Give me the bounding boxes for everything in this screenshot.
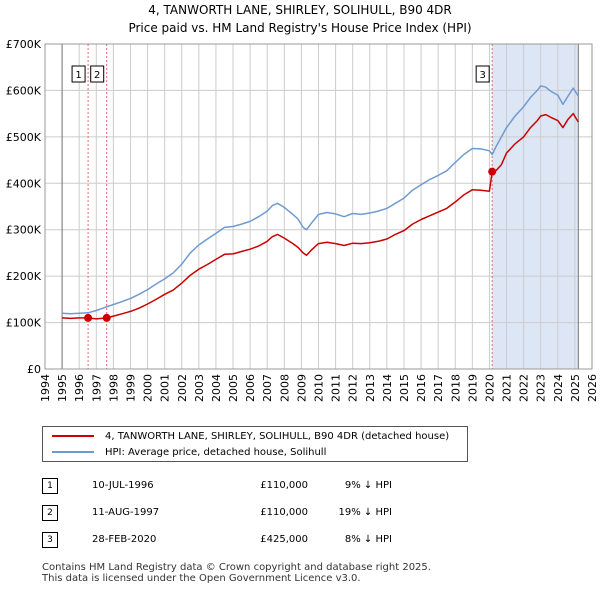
y-tick-label: £300K (6, 224, 42, 237)
x-tick-label: 1999 (124, 374, 137, 402)
sale-marker-badge: 2 (42, 504, 58, 521)
legend-item-property: 4, TANWORTH LANE, SHIRLEY, SOLIHULL, B90… (43, 429, 449, 443)
legend-swatch-hpi (52, 451, 94, 453)
sale-label-box (90, 65, 105, 83)
y-tick-label: £100K (6, 317, 42, 330)
legend: 4, TANWORTH LANE, SHIRLEY, SOLIHULL, B90… (42, 426, 468, 462)
x-tick-label: 2006 (244, 374, 257, 402)
footer-line-2: This data is licensed under the Open Gov… (42, 573, 361, 584)
sale-label-box (71, 65, 86, 83)
footer: Contains HM Land Registry data © Crown c… (42, 562, 431, 584)
x-tick-label: 2024 (552, 374, 565, 402)
x-tick-label: 1996 (73, 374, 86, 402)
x-tick-label: 2000 (142, 374, 155, 402)
legend-label-hpi: HPI: Average price, detached house, Soli… (105, 446, 327, 458)
sale-date: 11-AUG-1997 (92, 507, 160, 518)
x-tick-label: 2015 (398, 374, 411, 402)
sales-table: 1 10-JUL-1996 £110,000 9% ↓ HPI 2 11-AUG… (42, 472, 392, 553)
x-tick-label: 2001 (159, 374, 172, 402)
x-tick-label: 2013 (364, 374, 377, 402)
y-tick-label: £400K (6, 177, 42, 190)
title-line-1: 4, TANWORTH LANE, SHIRLEY, SOLIHULL, B90… (148, 3, 452, 17)
y-tick-label: £600K (6, 84, 42, 97)
sale-point (102, 313, 111, 322)
x-tick-label: 1995 (56, 374, 69, 402)
sale-price: £110,000 (260, 507, 308, 518)
sale-point (488, 167, 497, 176)
x-tick-label: 2017 (432, 374, 445, 402)
x-tick-label: 2002 (176, 374, 189, 402)
hpi-series-line (62, 85, 579, 315)
sale-date: 28-FEB-2020 (92, 534, 157, 545)
sale-price: £110,000 (260, 480, 308, 491)
sale-hpi-diff: 8% ↓ HPI (344, 534, 392, 545)
x-tick-label: 2020 (483, 374, 496, 402)
y-tick-label: £0 (27, 363, 41, 376)
table-row: 1 10-JUL-1996 £110,000 9% ↓ HPI (42, 472, 392, 499)
sale-label: 1 (75, 70, 81, 81)
x-tick-label: 2005 (227, 374, 240, 402)
x-tick-label: 2025 (569, 374, 582, 402)
x-tick-label: 2014 (381, 374, 394, 402)
price-chart: £0 £100K £200K £300K £400K £500K £600K £700K 199… (6, 38, 599, 402)
sale-marker-badge: 3 (42, 531, 58, 548)
table-row: 3 28-FEB-2020 £425,000 8% ↓ HPI (42, 526, 392, 553)
sale-hpi-diff: 19% ↓ HPI (338, 507, 392, 518)
x-tick-label: 2023 (535, 374, 548, 402)
x-tick-label: 1998 (107, 374, 120, 402)
table-row: 2 11-AUG-1997 £110,000 19% ↓ HPI (42, 499, 392, 526)
x-tick-label: 2009 (295, 374, 308, 402)
sale-label: 3 (479, 70, 485, 81)
footer-line-1: Contains HM Land Registry data © Crown c… (42, 562, 431, 573)
plot-frame (44, 43, 593, 370)
y-tick-label: £500K (6, 131, 42, 144)
chart-title: 4, TANWORTH LANE, SHIRLEY, SOLIHULL, B90… (0, 0, 600, 37)
x-tick-label: 2003 (193, 374, 206, 402)
y-tick-label: £700K (6, 38, 42, 51)
x-tick-label: 2021 (501, 374, 514, 402)
x-tick-label: 1994 (39, 374, 52, 402)
x-tick-label: 2018 (449, 374, 462, 402)
legend-label-property: 4, TANWORTH LANE, SHIRLEY, SOLIHULL, B90… (105, 430, 450, 442)
legend-swatch-property (52, 435, 94, 437)
x-tick-label: 2016 (415, 374, 428, 402)
x-tick-label: 2004 (210, 374, 223, 402)
sale-hpi-diff: 9% ↓ HPI (344, 480, 392, 491)
legend-item-hpi: HPI: Average price, detached house, Soli… (43, 445, 326, 459)
sale-label-box (475, 65, 490, 83)
x-tick-label: 2010 (313, 374, 326, 402)
sale-marker-badge: 1 (42, 477, 58, 494)
y-tick-label: £200K (6, 270, 42, 283)
sale-date: 10-JUL-1996 (92, 480, 154, 491)
sale-point (84, 313, 93, 322)
x-tick-label: 2007 (261, 374, 274, 402)
x-tick-label: 1997 (90, 374, 103, 402)
x-tick-label: 2011 (330, 374, 343, 402)
property-series-line (62, 112, 579, 320)
x-tick-label: 2008 (278, 374, 291, 402)
x-tick-label: 2026 (586, 374, 599, 402)
x-tick-label: 2022 (518, 374, 531, 402)
sale-price: £425,000 (260, 534, 308, 545)
sale-label: 2 (94, 70, 100, 81)
x-tick-label: 2012 (347, 374, 360, 402)
title-line-2: Price paid vs. HM Land Registry's House … (128, 21, 472, 35)
x-tick-label: 2019 (466, 374, 479, 402)
